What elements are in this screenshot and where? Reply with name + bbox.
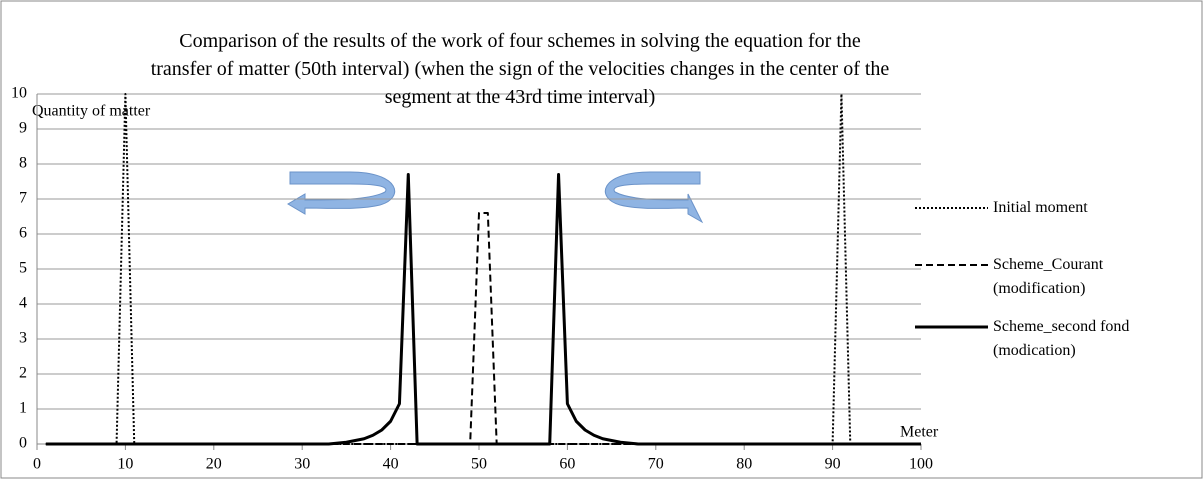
- y-tick-label: 2: [19, 365, 27, 382]
- x-tick-label: 40: [383, 456, 399, 473]
- x-tick-label: 90: [825, 456, 841, 473]
- x-tick-label: 10: [117, 456, 133, 473]
- x-tick-label: 20: [206, 456, 222, 473]
- y-tick-label: 1: [19, 400, 27, 417]
- y-tick-label: 6: [19, 225, 27, 242]
- y-tick-label: 5: [19, 260, 27, 277]
- x-tick-label: 30: [294, 456, 310, 473]
- y-tick-label: 0: [19, 435, 27, 452]
- x-tick-label: 80: [736, 456, 752, 473]
- x-axis-title: Meter: [900, 424, 939, 441]
- y-tick-label: 9: [19, 120, 27, 137]
- x-tick-label: 50: [471, 456, 487, 473]
- chart-title: Comparison of the results of the work of…: [150, 30, 890, 108]
- y-tick-label: 4: [19, 295, 27, 312]
- x-tick-label: 0: [33, 456, 41, 473]
- x-tick-label: 60: [559, 456, 575, 473]
- legend-label: Scheme_second fond (modication): [993, 318, 1130, 359]
- x-tick-label: 100: [909, 456, 933, 473]
- series-line: [45, 212, 921, 445]
- y-tick-label: 10: [11, 85, 27, 102]
- y-tick-label: 7: [19, 190, 27, 207]
- y-axis-title: Quantity of matter: [32, 103, 151, 120]
- arrow-right: [604, 171, 704, 224]
- y-tick-label: 3: [19, 330, 27, 347]
- legend-label: Scheme_Courant (modification): [993, 256, 1104, 297]
- y-tick-label: 8: [19, 155, 27, 172]
- arrow-left: [287, 171, 396, 215]
- x-tick-label: 70: [648, 456, 664, 473]
- legend-label: Initial moment: [993, 199, 1088, 216]
- series-line: [45, 173, 921, 446]
